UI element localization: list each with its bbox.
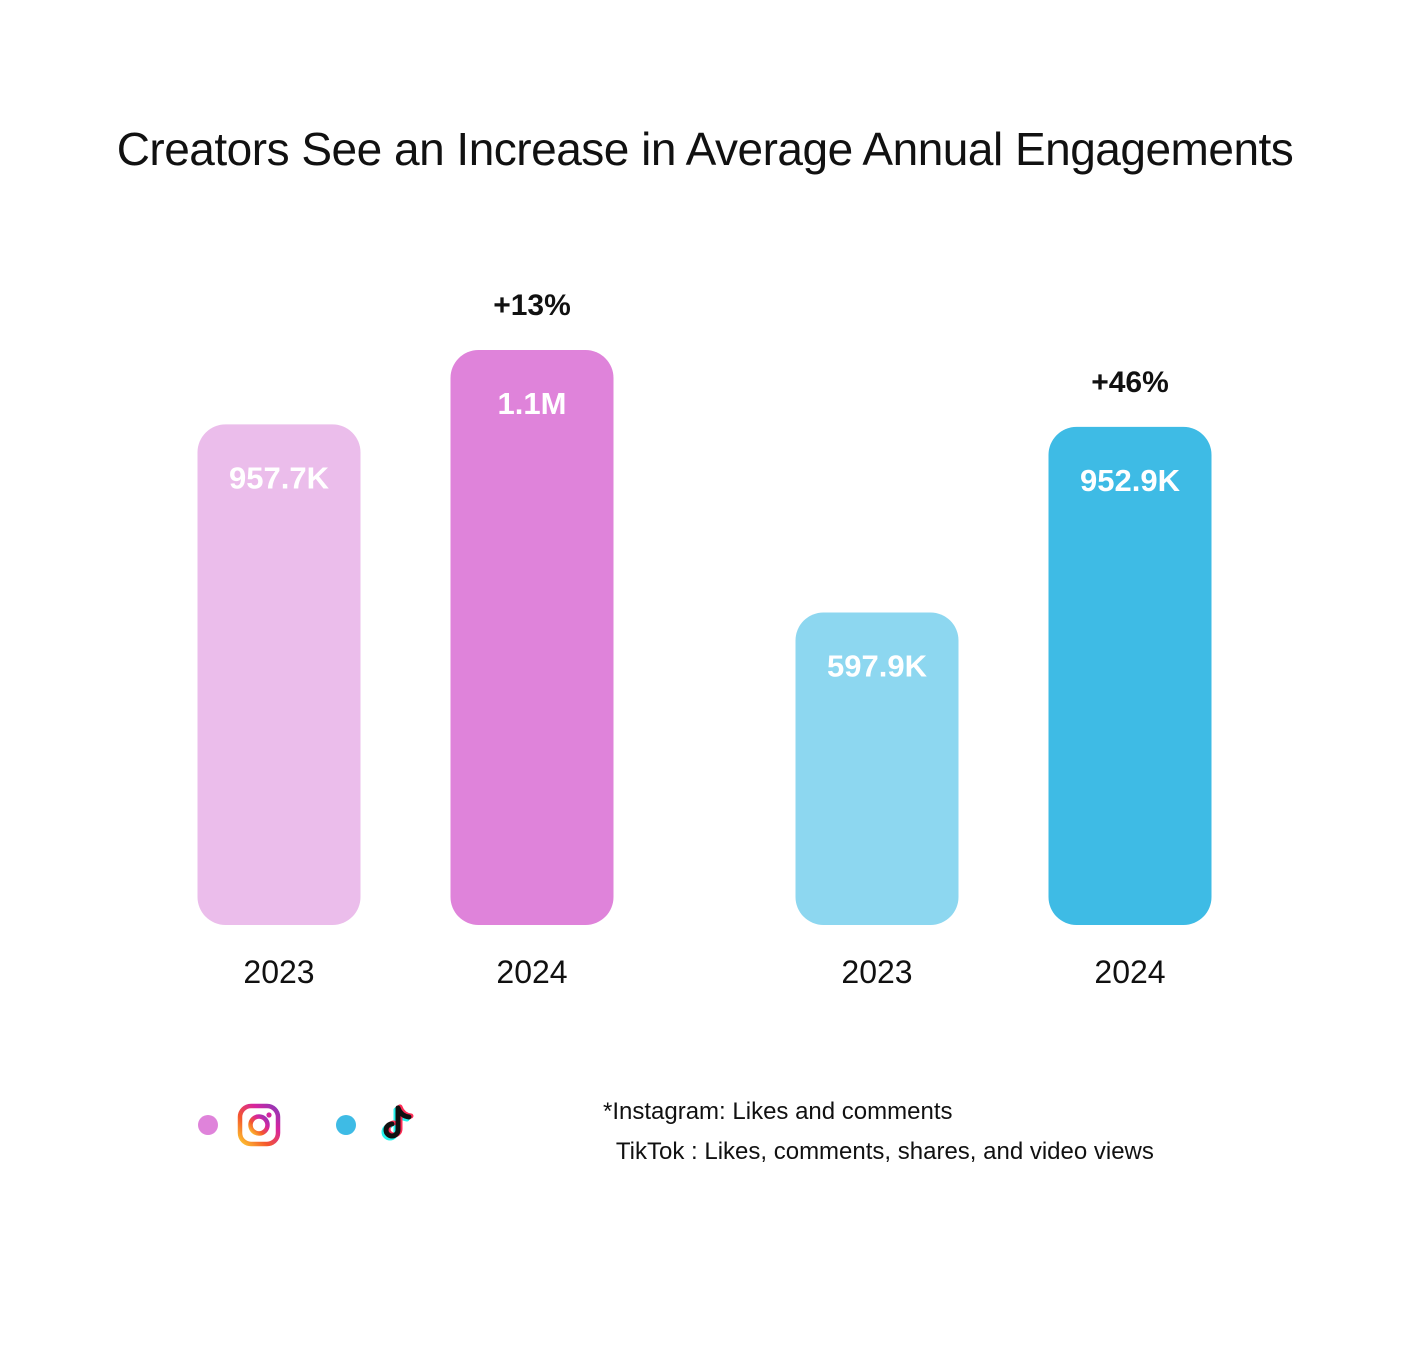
value-label-instagram-2023: 957.7K	[229, 460, 330, 495]
value-label-instagram-2024: 1.1M	[498, 386, 567, 421]
legend-item-tiktok	[336, 1100, 420, 1150]
footnote-tiktok: TikTok : Likes, comments, shares, and vi…	[603, 1138, 1154, 1165]
footnote: *Instagram: Likes and comments TikTok : …	[603, 1092, 1154, 1172]
bar-instagram-2024	[450, 350, 614, 925]
bar-tiktok-2024	[1048, 426, 1212, 925]
value-label-tiktok-2023: 597.9K	[827, 648, 928, 683]
instagram-legend-dot	[198, 1115, 218, 1135]
bar-tiktok-2023	[795, 612, 959, 925]
tick-label-tiktok-2024: 2024	[1094, 954, 1165, 990]
tiktok-icon	[374, 1102, 420, 1148]
footnote-instagram: *Instagram: Likes and comments	[603, 1098, 953, 1125]
tick-label-instagram-2024: 2024	[496, 954, 567, 990]
tick-label-tiktok-2023: 2023	[841, 954, 912, 990]
bar-chart: 957.7K 2023 1.1M 2024 +13% 597.9K 2023 952.9K 20…	[197, 289, 1212, 990]
bar-instagram-2023	[197, 424, 361, 925]
chart-title: Creators See an Increase in Average Annu…	[116, 123, 1294, 175]
legend-item-instagram	[198, 1100, 282, 1150]
instagram-icon	[236, 1102, 282, 1148]
change-label-instagram: +13%	[493, 289, 571, 322]
tiktok-legend-dot	[336, 1115, 356, 1135]
change-label-tiktok: +46%	[1091, 366, 1169, 399]
tick-label-instagram-2023: 2023	[243, 954, 314, 990]
value-label-tiktok-2024: 952.9K	[1080, 463, 1181, 498]
